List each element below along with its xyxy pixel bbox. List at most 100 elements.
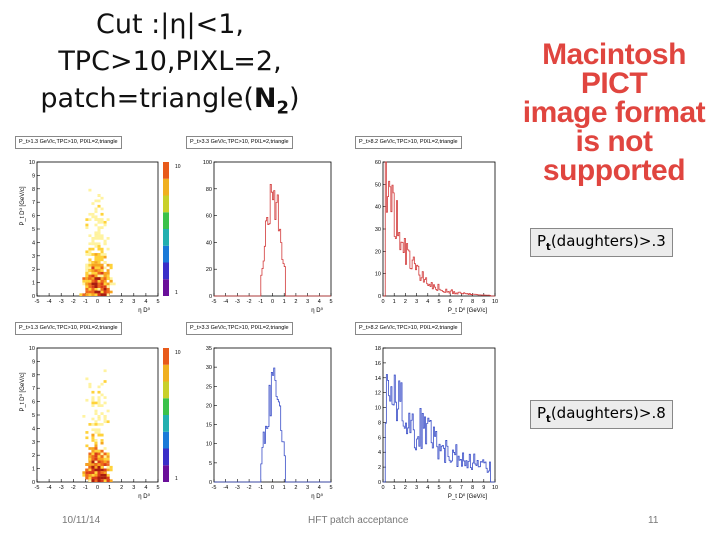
heatmap-cell bbox=[97, 231, 101, 235]
x-tick-label: 4 bbox=[426, 299, 429, 305]
heatmap-cell bbox=[91, 247, 95, 251]
heatmap-cell bbox=[97, 385, 101, 389]
heatmap-cell bbox=[100, 247, 104, 251]
placeholder-line-1: Macintosh PICT bbox=[542, 38, 686, 100]
y-tick-label: 3 bbox=[32, 254, 35, 260]
plot-header: P_t>3.3 GeV/c,TPC>10, PIXL=2,triangle bbox=[186, 322, 293, 335]
heatmap-cell bbox=[91, 212, 95, 216]
heatmap-cell bbox=[97, 274, 101, 278]
heatmap-cell bbox=[94, 457, 98, 461]
x-tick-label: 1 bbox=[283, 299, 286, 305]
title-line-3: patch=triangle(N2) bbox=[40, 83, 300, 119]
heatmap-cell bbox=[103, 274, 107, 278]
y-tick-label: 2 bbox=[378, 465, 381, 471]
x-tick-label: 10 bbox=[492, 485, 498, 491]
heatmap-cell bbox=[106, 293, 110, 296]
heatmap-cell bbox=[100, 457, 104, 461]
y-tick-label: 4 bbox=[32, 240, 35, 246]
title-line-2: TPC>10,PIXL=2, bbox=[58, 46, 282, 77]
heatmap-cell bbox=[97, 245, 101, 248]
x-tick-label: -3 bbox=[235, 299, 240, 305]
heatmap-cell bbox=[91, 468, 95, 472]
plot-header: P_t>3.3 GeV/c,TPC>10, PIXL=2,triangle bbox=[186, 136, 293, 149]
heatmap-cell bbox=[103, 479, 107, 482]
heatmap-cell bbox=[100, 441, 104, 445]
heatmap-cell bbox=[91, 239, 95, 243]
heatmap-cell bbox=[91, 215, 95, 219]
x-tick-label: 0 bbox=[96, 485, 99, 491]
x-tick-label: 7 bbox=[460, 485, 463, 491]
heatmap-cell bbox=[91, 433, 95, 437]
heatmap-cell bbox=[94, 285, 98, 288]
heatmap-cell bbox=[88, 258, 92, 262]
heatmap-cell bbox=[97, 468, 101, 472]
color-bar-segment bbox=[163, 398, 169, 415]
y-tick-label: 7 bbox=[32, 386, 35, 392]
eta-hist-canvas: -5 -4 -3 -2 -1 0 1 2 3 4 5 0 20 40 60 80 100 η D⁰ bbox=[203, 160, 333, 314]
heatmap-cell bbox=[106, 457, 110, 461]
cut-label-row2: Pt(daughters)>.8 bbox=[530, 400, 673, 429]
heatmap-cell bbox=[97, 431, 101, 434]
y-tick-label: 40 bbox=[375, 205, 381, 211]
heatmap-cell bbox=[97, 455, 101, 458]
heatmap-cell bbox=[97, 266, 101, 270]
x-axis-label: η D⁰ bbox=[311, 493, 323, 500]
x-tick-label: -2 bbox=[247, 299, 252, 305]
heatmap-cell bbox=[106, 277, 110, 280]
heatmap-cell bbox=[91, 436, 95, 440]
heatmap-cell bbox=[112, 282, 116, 286]
heatmap-cell bbox=[97, 398, 101, 402]
x-tick-label: 0 bbox=[381, 485, 384, 491]
heatmap-cell bbox=[91, 465, 95, 469]
heatmap-cell bbox=[97, 404, 101, 407]
x-tick-label: 9 bbox=[482, 299, 485, 305]
heatmap-cell bbox=[97, 417, 101, 421]
heatmap-cell bbox=[100, 452, 104, 456]
x-tick-label: 1 bbox=[393, 485, 396, 491]
heatmap-cell bbox=[91, 471, 95, 474]
y-tick-label: 10 bbox=[206, 442, 212, 448]
heatmap-cell bbox=[103, 417, 107, 421]
heatmap-cell bbox=[91, 263, 95, 267]
heatmap-cell bbox=[88, 479, 92, 482]
y-tick-label: 10 bbox=[375, 406, 381, 412]
heatmap-cell bbox=[100, 404, 104, 407]
heatmap-cell bbox=[100, 258, 104, 262]
x-tick-label: 0 bbox=[271, 485, 274, 491]
heatmap-cell bbox=[100, 253, 104, 256]
heatmap-cell bbox=[85, 463, 89, 466]
color-bar-segment bbox=[163, 415, 169, 432]
heatmap-cell bbox=[106, 287, 110, 291]
heatmap-cell bbox=[100, 382, 104, 386]
heatmap-cell bbox=[103, 396, 107, 399]
heatmap-cell bbox=[106, 465, 110, 469]
x-tick-label: 8 bbox=[471, 485, 474, 491]
heatmap-cell bbox=[100, 476, 104, 480]
heatmap-cell bbox=[88, 242, 92, 246]
x-tick-label: -2 bbox=[247, 485, 252, 491]
color-bar-label: 1 bbox=[175, 290, 178, 296]
heatmap-cell bbox=[91, 423, 95, 426]
x-tick-label: -5 bbox=[35, 485, 40, 491]
y-tick-label: 0 bbox=[378, 480, 381, 486]
heatmap-cell bbox=[100, 468, 104, 472]
x-axis-label: P_t D⁰ [GeV/c] bbox=[448, 307, 487, 314]
y-tick-label: 6 bbox=[32, 400, 35, 406]
heatmap-cell bbox=[82, 279, 86, 283]
y-tick-label: 9 bbox=[32, 359, 35, 365]
heatmap-cell bbox=[85, 250, 89, 254]
heatmap-cell bbox=[100, 287, 104, 291]
heatmap-cell bbox=[85, 226, 89, 229]
heatmap-cell bbox=[103, 290, 107, 294]
heatmap-cell bbox=[91, 455, 95, 458]
y-tick-label: 30 bbox=[206, 365, 212, 371]
title-line-1: Cut :|η|<1, bbox=[96, 9, 244, 40]
heatmap-cell bbox=[91, 460, 95, 464]
heatmap-cell bbox=[97, 415, 101, 418]
heatmap-cell bbox=[100, 212, 104, 216]
y-tick-label: 10 bbox=[375, 272, 381, 278]
heatmap-cell bbox=[85, 266, 89, 270]
x-tick-label: 4 bbox=[144, 485, 147, 491]
plot-frame bbox=[382, 161, 496, 297]
heatmap-cell bbox=[97, 263, 101, 267]
